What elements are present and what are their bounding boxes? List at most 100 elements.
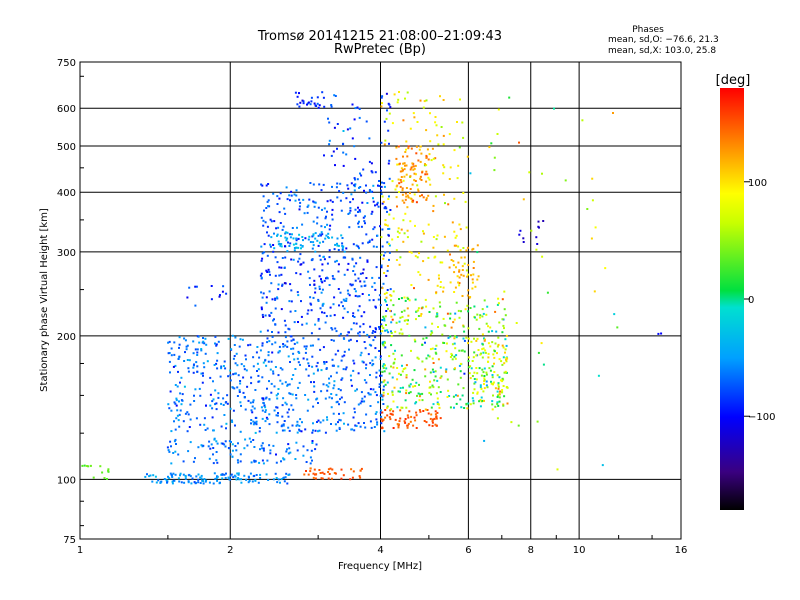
scatter-point [364,222,366,225]
x-tick-label: 8 [528,545,534,556]
scatter-point [212,447,215,449]
scatter-point [420,179,423,181]
scatter-point [435,291,438,294]
scatter-point [395,146,398,149]
scatter-point [217,396,220,399]
scatter-point [417,188,420,191]
scatter-point [323,154,325,157]
scatter-point [177,358,180,360]
scatter-point [215,344,218,347]
scatter-point [282,477,285,479]
scatter-point [168,407,171,410]
scatter-point [321,311,323,314]
scatter-point [463,330,466,333]
scatter-point [473,378,476,380]
scatter-point [419,195,421,198]
scatter-point [183,481,186,484]
scatter-point [381,370,384,373]
scatter-point [320,291,323,294]
scatter-point [201,372,204,375]
scatter-point [494,387,497,390]
scatter-point [369,388,372,391]
scatter-point [219,481,221,484]
scatter-point [200,349,203,352]
scatter-point [535,248,538,251]
scatter-point [386,265,389,267]
scatter-point [353,177,356,180]
scatter-point [265,473,268,476]
scatter-point [255,420,258,423]
scatter-point [341,242,344,245]
scatter-points [81,91,663,485]
scatter-point [364,347,367,350]
scatter-point [384,329,387,332]
scatter-point [354,290,357,293]
scatter-point [493,169,496,172]
scatter-point [368,393,371,396]
scatter-point [383,319,386,322]
scatter-point [361,242,364,245]
colorbar-tick-label: −100 [748,412,775,423]
scatter-point [381,245,384,248]
scatter-point [399,170,402,173]
scatter-point [274,274,277,277]
scatter-point [315,365,318,368]
scatter-point [476,392,479,395]
scatter-point [283,480,286,483]
scatter-point [253,459,256,462]
scatter-point [359,354,362,357]
scatter-point [379,411,382,414]
scatter-point [193,400,196,402]
scatter-point [275,453,277,456]
scatter-point [271,343,274,346]
scatter-point [236,395,239,397]
scatter-point [385,92,388,95]
scatter-point [296,103,299,106]
scatter-point [381,195,384,198]
scatter-point [196,365,199,368]
scatter-point [285,403,288,406]
scatter-point [181,393,184,396]
scatter-point [428,178,431,181]
scatter-point [260,406,263,409]
scatter-point [286,198,289,201]
scatter-point [224,401,227,404]
scatter-point [314,237,317,240]
scatter-point [506,402,509,405]
scatter-point [309,456,312,459]
scatter-point [311,459,313,462]
scatter-point [425,336,428,339]
scatter-point [372,388,375,391]
scatter-point [204,480,207,483]
scatter-point [431,421,434,424]
scatter-point [353,118,356,121]
scatter-point [314,323,317,326]
scatter-point [255,423,258,426]
scatter-point [336,244,339,247]
scatter-point [320,280,323,283]
scatter-point [404,399,407,402]
scatter-point [334,423,337,426]
scatter-point [284,231,287,234]
scatter-point [447,203,450,206]
scatter-point [200,372,203,375]
scatter-point [377,298,380,301]
scatter-point [404,192,407,195]
scatter-point [279,222,282,224]
scatter-point [280,478,283,481]
scatter-point [313,381,315,384]
scatter-point [389,209,392,211]
scatter-point [223,443,226,446]
scatter-point [302,454,305,457]
scatter-point [267,354,270,357]
scatter-point [387,392,389,395]
scatter-point [442,164,445,167]
scatter-point [363,189,365,192]
scatter-point [390,335,393,338]
scatter-point [290,300,293,303]
scatter-point [312,405,315,408]
scatter-point [225,427,227,430]
scatter-point [425,197,428,200]
scatter-point [406,229,409,232]
scatter-point [196,351,199,354]
